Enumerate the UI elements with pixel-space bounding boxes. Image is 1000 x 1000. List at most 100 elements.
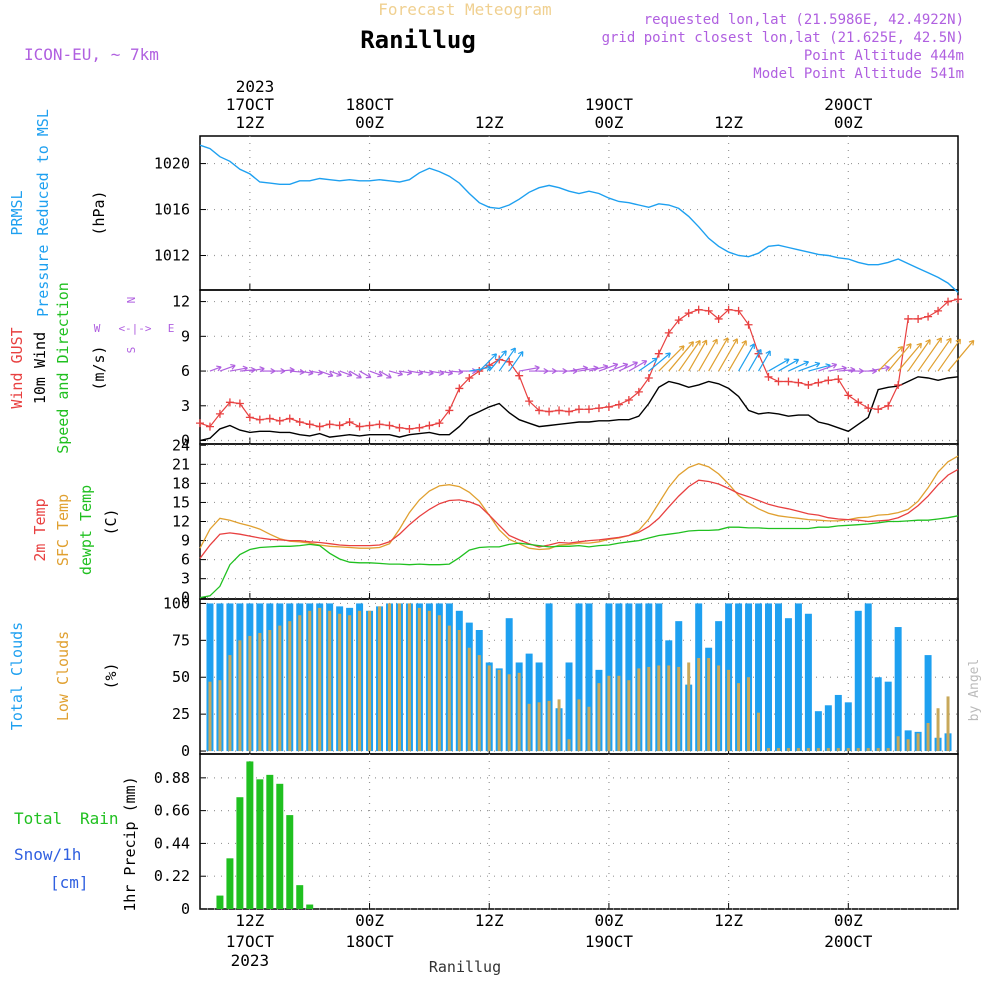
low-cloud-bar (806, 748, 810, 752)
low-cloud-bar (637, 668, 641, 752)
total-cloud-bar (924, 655, 932, 752)
top-date-label: 18OCT (345, 95, 394, 114)
wind-arrow (449, 370, 463, 373)
wind-arrow (309, 370, 323, 374)
wind-arrow (578, 367, 599, 372)
low-cloud-bar (527, 703, 531, 752)
total-cloud-bar (565, 662, 573, 752)
wind-arrow-head (486, 364, 492, 371)
total-cloud-bar (585, 603, 593, 752)
wind-arrow (598, 363, 618, 372)
y-tick-label: 0 (181, 589, 190, 607)
wind-arrow (648, 352, 671, 372)
gust-marker (425, 421, 434, 430)
wind-speed-label: 10m Wind (31, 332, 49, 404)
low-cloud-bar (318, 607, 322, 752)
wind-direction-label: Speed and Direction (54, 282, 72, 454)
wind-arrow (937, 338, 961, 372)
total-cloud-bar (804, 613, 812, 752)
gust-marker (205, 422, 214, 431)
total-cloud-bar (794, 603, 802, 752)
precip-bar (286, 815, 294, 909)
wind-arrow-head (688, 341, 695, 347)
total-cloud-bar (206, 603, 214, 752)
t2m-line (199, 468, 959, 559)
precip-rain-label: Rain (80, 809, 119, 828)
wind-arrow (887, 343, 912, 372)
compass-w: W (94, 322, 101, 335)
gust-marker (784, 377, 793, 386)
gust-marker (395, 423, 404, 432)
sfc-temp-label: SFC Temp (54, 494, 72, 566)
low-cloud-bar (507, 674, 511, 752)
low-cloud-bar (846, 748, 850, 752)
low-cloud-bar (757, 712, 761, 752)
wind-arrow-head (336, 371, 342, 377)
total-cloud-bar (834, 694, 842, 752)
wind-arrow (828, 367, 847, 372)
pressure-label: PRMSL (8, 190, 26, 235)
gust-marker (874, 405, 883, 414)
compass-s: S (125, 347, 138, 354)
chart-title: Forecast Meteogram (378, 0, 551, 19)
wind-arrow-head (695, 339, 701, 346)
y-tick-label: 1020 (154, 155, 190, 173)
low-cloud-bar (487, 665, 491, 752)
low-cloud-bar (328, 610, 332, 752)
low-cloud-bar (288, 621, 292, 752)
low-cloud-bar (597, 683, 601, 752)
dewpt-line (199, 515, 959, 599)
total-cloud-bar (575, 603, 583, 752)
y-tick-label: 18 (172, 474, 190, 492)
gust-marker (525, 397, 534, 406)
total-cloud-bar (844, 702, 852, 752)
gust-marker (894, 380, 903, 389)
wind-arrow-head (784, 358, 790, 364)
wind-arrow (399, 370, 412, 374)
gust-marker (854, 398, 863, 407)
gust-marker (315, 422, 324, 431)
wind-arrow-head (518, 351, 524, 357)
gust-marker (664, 328, 673, 337)
wind-arrow (638, 357, 658, 372)
low-cloud-bar (388, 603, 391, 752)
y-tick-label: 1012 (154, 247, 190, 265)
y-tick-label: 100 (163, 594, 190, 612)
low-cloud-bar (577, 699, 581, 752)
low-cloud-bar (866, 748, 870, 752)
low-cloud-bar (497, 669, 501, 752)
compass-e: E (168, 322, 175, 335)
wind-arrow (838, 368, 856, 372)
low-cloud-bar (657, 665, 661, 752)
low-cloud-bar (816, 748, 820, 752)
y-tick-label: 0.66 (154, 802, 190, 820)
gust-marker (545, 407, 554, 416)
temp-unit: (C) (102, 508, 120, 535)
wind-arrow (349, 370, 362, 379)
wind-arrow (419, 370, 434, 375)
wind-arrow-head (749, 343, 755, 349)
gust-marker (824, 376, 833, 385)
wind-arrow (818, 363, 837, 372)
wind-arrow-head (906, 343, 912, 349)
low-cloud-bar (278, 625, 282, 752)
gust-marker (914, 314, 923, 323)
gust-marker (465, 374, 474, 382)
wind-arrow (439, 370, 453, 374)
low-cloud-bar (936, 708, 940, 752)
top-date-label: 17OCT (226, 95, 275, 114)
gust-marker (215, 409, 224, 418)
y-tick-label: 9 (181, 327, 190, 345)
wind-arrow (329, 370, 342, 376)
wind-arrow-head (968, 339, 975, 346)
low-cloud-bar (796, 748, 800, 752)
low-cloud-bar (228, 655, 232, 752)
low-cloud-bar (417, 607, 421, 752)
wind-arrow (429, 370, 444, 375)
wind-arrow (808, 364, 831, 372)
total-cloud-bar (854, 610, 862, 752)
gust-marker (734, 306, 743, 315)
gust-marker (934, 306, 943, 315)
wind-arrow (608, 363, 628, 372)
wind-arrow (369, 370, 383, 377)
